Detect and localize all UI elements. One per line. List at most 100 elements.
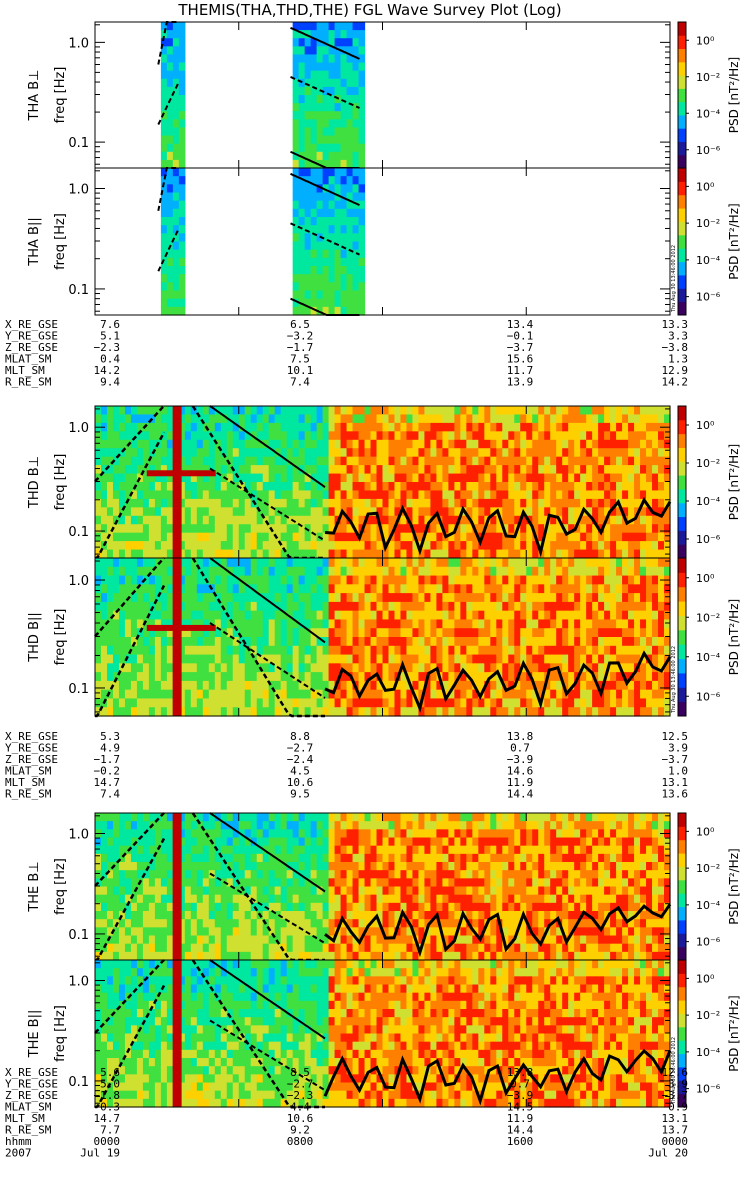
spectrogram-cell (442, 422, 449, 432)
spectrogram-cell (454, 431, 461, 441)
spectrogram-cell (106, 575, 114, 585)
spectrogram-cell (604, 490, 611, 500)
spectrogram-cell (616, 566, 623, 577)
spectrogram-cell (376, 575, 384, 585)
spectrogram-cell (610, 490, 617, 500)
spectrogram-cell (484, 465, 491, 475)
spectrogram-cell (286, 821, 294, 830)
spectrogram-cell (622, 663, 629, 673)
spectrogram-cell (106, 911, 114, 920)
colorbar-swatch (678, 48, 686, 63)
spectrogram-cell (358, 30, 366, 39)
spectrogram-cell (124, 507, 132, 517)
spectrogram-cell (436, 628, 443, 638)
spectrogram-cell (352, 610, 360, 621)
spectrogram-cell (346, 22, 354, 31)
spectrogram-cell (610, 549, 617, 559)
spectrogram-cell (226, 878, 234, 888)
spectrogram-cell (610, 601, 617, 612)
spectrogram-cell (316, 473, 324, 483)
spectrogram-cell (130, 813, 138, 822)
spectrogram-cell (298, 274, 306, 283)
spectrogram-cell (190, 911, 198, 920)
spectrogram-cell (298, 541, 306, 551)
spectrogram-cell (106, 448, 114, 458)
spectrogram-cell (118, 532, 126, 542)
spectrogram-cell (610, 465, 617, 475)
spectrogram-cell (118, 448, 126, 458)
spectrogram-cell (274, 894, 282, 904)
spectrogram-cell (178, 249, 186, 259)
spectrogram-cell (142, 532, 150, 542)
spectrogram-cell (178, 159, 186, 169)
spectrogram-cell (154, 524, 162, 534)
spectrogram-cell (406, 498, 414, 508)
spectrogram-cell (334, 30, 342, 39)
spectrogram-cell (190, 465, 198, 475)
spectrogram-cell (646, 663, 653, 673)
spectrogram-cell (442, 698, 449, 708)
spectrogram-cell (118, 853, 126, 863)
spectrogram-cell (304, 274, 312, 283)
spectrogram-cell (574, 584, 581, 594)
spectrogram-cell (232, 689, 240, 700)
spectrogram-cell (466, 619, 473, 629)
spectrogram-cell (640, 610, 647, 621)
spectrogram-cell (298, 532, 306, 542)
spectrogram-cell (142, 853, 150, 863)
spectrogram-cell (424, 628, 432, 638)
spectrogram-cell (148, 549, 156, 559)
spectrogram-cell (664, 663, 671, 673)
spectrogram-cell (214, 894, 222, 904)
spectrogram-cell (430, 628, 438, 638)
spectrogram-cell (244, 821, 252, 830)
spectrogram-cell (202, 601, 210, 612)
spectrogram-cell (298, 217, 306, 226)
spectrogram-cell (202, 465, 210, 475)
spectrogram-cell (268, 566, 276, 577)
spectrogram-cell (166, 837, 174, 847)
spectrogram-cell (166, 103, 174, 112)
spectrogram-cell (346, 217, 354, 226)
spectrogram-cell (478, 465, 485, 475)
spectrogram-cell (322, 473, 330, 483)
spectrogram-cell (298, 225, 306, 234)
spectrogram-cell (310, 86, 318, 96)
spectrogram-cell (346, 584, 354, 594)
spectrogram-cell (232, 821, 240, 830)
spectrogram-cell (244, 532, 252, 542)
spectrogram-cell (220, 593, 228, 603)
spectrogram-cell (95, 853, 102, 863)
spectrogram-cell (298, 208, 306, 218)
spectrogram-cell (628, 707, 635, 717)
spectrogram-cell (250, 853, 258, 863)
spectrogram-cell (616, 601, 623, 612)
spectrogram-cell (244, 663, 252, 673)
spectrogram-cell (502, 645, 509, 656)
spectrogram-cell (598, 490, 605, 500)
spectrogram-cell (310, 38, 318, 47)
spectrogram-cell (466, 566, 473, 577)
spectrogram-cell (598, 628, 605, 638)
spectrogram-cell (628, 439, 635, 449)
spectrogram-cell (286, 593, 294, 603)
spectrogram-cell (304, 482, 312, 492)
spectrogram-cell (160, 845, 168, 855)
spectrogram-cell (256, 558, 264, 568)
spectrogram-cell (142, 566, 150, 577)
spectrogram-cell (124, 637, 132, 647)
spectrogram-cell (280, 943, 288, 953)
spectrogram-cell (334, 566, 342, 577)
spectrogram-cell (220, 927, 228, 937)
spectrogram-cell (178, 862, 186, 871)
spectrogram-cell (322, 566, 330, 577)
spectrogram-cell (580, 584, 587, 594)
spectrogram-cell (118, 566, 126, 577)
spectrogram-cell (322, 217, 330, 226)
panel-label: THA B|| (27, 217, 42, 266)
spectrogram-cell (526, 422, 533, 432)
spectrogram-cell (95, 935, 102, 945)
spectrogram-cell (178, 176, 186, 185)
spectrogram-cell (496, 439, 503, 449)
spectrogram-cell (430, 637, 438, 647)
